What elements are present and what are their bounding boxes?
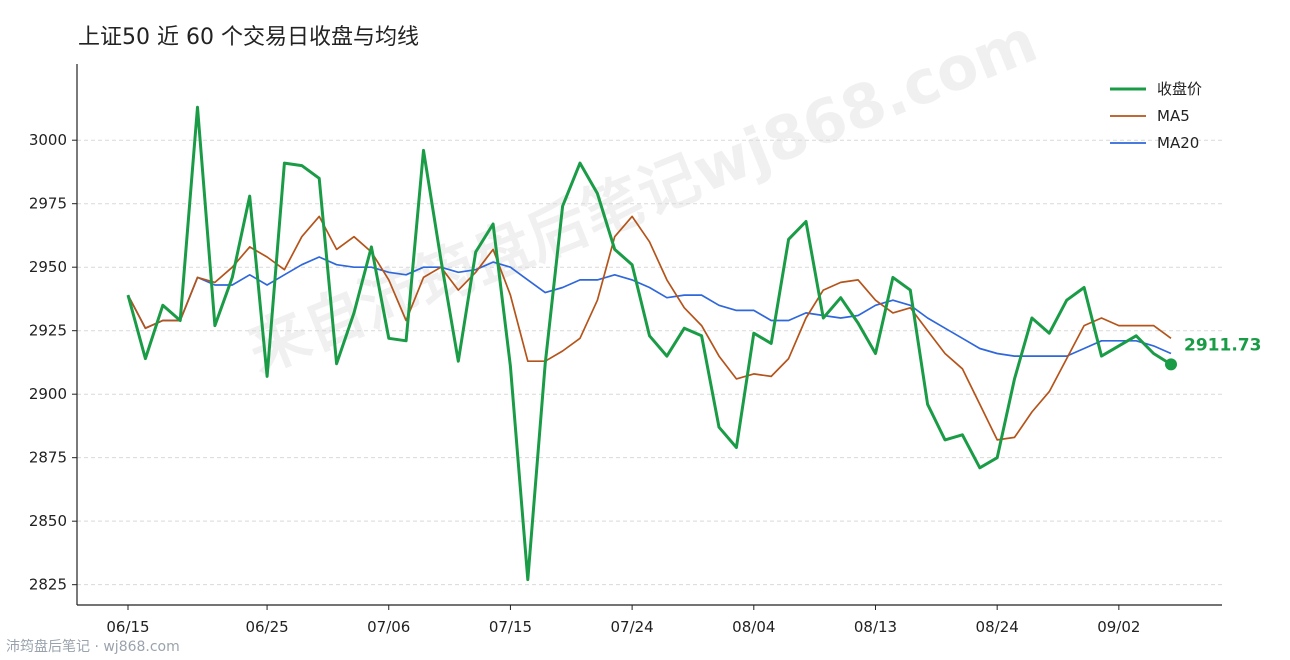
last-close-label: 2911.73 bbox=[1184, 335, 1261, 355]
x-tick-label: 07/15 bbox=[489, 618, 532, 636]
chart-title: 上证50 近 60 个交易日收盘与均线 bbox=[78, 25, 419, 50]
y-tick-label: 2825 bbox=[29, 576, 67, 594]
axis-layer bbox=[76, 64, 1222, 606]
y-tick-label: 2850 bbox=[29, 512, 67, 530]
series-layer bbox=[126, 105, 1172, 582]
y-tick-label: 3000 bbox=[29, 131, 67, 149]
legend-label: MA20 bbox=[1157, 134, 1199, 152]
legend-label: 收盘价 bbox=[1157, 80, 1202, 98]
x-tick-label: 07/06 bbox=[367, 618, 410, 636]
x-tick-label: 06/25 bbox=[245, 618, 288, 636]
legend-label: MA5 bbox=[1157, 107, 1190, 125]
x-tick-label: 06/15 bbox=[106, 618, 149, 636]
grid-layer bbox=[77, 139, 1222, 586]
y-ticks: 2825 2850 2875 2900 2925 2950 2975 3000 bbox=[29, 131, 77, 594]
y-tick-label: 2925 bbox=[29, 322, 67, 340]
legend: 收盘价 MA5 MA20 bbox=[1110, 80, 1202, 152]
ma20-line bbox=[127, 256, 1172, 357]
y-tick-label: 2875 bbox=[29, 449, 67, 467]
x-ticks: 06/15 06/25 07/06 07/15 07/24 08/04 08/13 08/24… bbox=[106, 605, 1140, 636]
footer-credit: 沛筠盘后笔记 · wj868.com bbox=[6, 639, 180, 655]
x-tick-label: 07/24 bbox=[610, 618, 653, 636]
x-tick-label: 08/24 bbox=[976, 618, 1019, 636]
y-tick-label: 2975 bbox=[29, 195, 67, 213]
y-tick-label: 2950 bbox=[29, 258, 67, 276]
watermark: 来自沛筠盘后笔记wj868.com bbox=[238, 6, 1046, 387]
close-line bbox=[126, 105, 1172, 582]
last-close-marker bbox=[1165, 358, 1177, 371]
x-tick-label: 08/04 bbox=[732, 618, 775, 636]
y-tick-label: 2900 bbox=[29, 385, 67, 403]
x-tick-label: 09/02 bbox=[1097, 618, 1140, 636]
ma5-line bbox=[127, 215, 1172, 441]
x-tick-label: 08/13 bbox=[854, 618, 897, 636]
